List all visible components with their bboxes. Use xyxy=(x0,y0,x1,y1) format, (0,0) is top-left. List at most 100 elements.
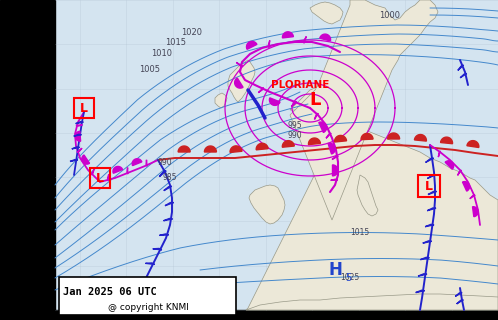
Polygon shape xyxy=(132,159,142,165)
Polygon shape xyxy=(72,147,80,149)
Text: 1015: 1015 xyxy=(351,228,370,237)
Polygon shape xyxy=(418,274,427,276)
Polygon shape xyxy=(458,170,462,175)
Polygon shape xyxy=(460,74,467,78)
Polygon shape xyxy=(159,171,166,177)
Polygon shape xyxy=(230,146,242,152)
Polygon shape xyxy=(215,93,227,108)
Polygon shape xyxy=(445,161,454,169)
Text: 1000: 1000 xyxy=(379,11,400,20)
Polygon shape xyxy=(164,186,172,191)
Polygon shape xyxy=(258,88,263,92)
Text: 1005: 1005 xyxy=(139,65,160,74)
Polygon shape xyxy=(165,203,174,206)
Text: 1010: 1010 xyxy=(151,49,172,58)
Polygon shape xyxy=(423,241,432,243)
Text: 990: 990 xyxy=(158,158,172,167)
Bar xyxy=(418,175,440,197)
Text: H: H xyxy=(328,261,342,279)
Polygon shape xyxy=(268,40,270,48)
Polygon shape xyxy=(146,160,147,166)
Polygon shape xyxy=(387,133,399,139)
Polygon shape xyxy=(314,113,318,119)
Polygon shape xyxy=(328,143,335,154)
Text: PLORIANE: PLORIANE xyxy=(271,80,329,90)
Polygon shape xyxy=(163,219,172,221)
Text: @ copyright KNMI: @ copyright KNMI xyxy=(108,303,188,313)
Polygon shape xyxy=(427,208,436,211)
Polygon shape xyxy=(153,248,162,250)
Polygon shape xyxy=(159,234,169,235)
Polygon shape xyxy=(426,158,434,163)
Polygon shape xyxy=(204,146,217,152)
Bar xyxy=(90,168,110,188)
Text: L: L xyxy=(425,180,433,193)
Text: Jan 2025 06 UTC: Jan 2025 06 UTC xyxy=(63,287,157,297)
Polygon shape xyxy=(70,160,78,162)
Polygon shape xyxy=(138,277,147,279)
Polygon shape xyxy=(246,78,498,310)
Polygon shape xyxy=(282,140,294,147)
Polygon shape xyxy=(74,134,81,136)
Polygon shape xyxy=(416,290,425,292)
Polygon shape xyxy=(331,179,338,180)
Polygon shape xyxy=(357,175,378,216)
Bar xyxy=(74,98,94,118)
Bar xyxy=(0,0,55,320)
Polygon shape xyxy=(441,137,453,144)
Polygon shape xyxy=(77,148,82,152)
Polygon shape xyxy=(361,133,373,140)
Polygon shape xyxy=(256,143,268,150)
Polygon shape xyxy=(228,60,255,102)
Text: 985: 985 xyxy=(163,173,177,182)
Polygon shape xyxy=(178,146,190,152)
Polygon shape xyxy=(246,294,498,310)
Polygon shape xyxy=(247,41,257,49)
Text: L: L xyxy=(80,101,88,115)
Text: 1020: 1020 xyxy=(181,28,203,37)
Polygon shape xyxy=(308,138,320,145)
Polygon shape xyxy=(76,125,83,126)
Polygon shape xyxy=(113,166,123,173)
Polygon shape xyxy=(237,62,243,66)
Text: 990: 990 xyxy=(288,131,302,140)
Polygon shape xyxy=(467,140,479,148)
Polygon shape xyxy=(425,224,434,227)
Polygon shape xyxy=(291,101,296,107)
Polygon shape xyxy=(76,122,83,124)
Text: 1025: 1025 xyxy=(340,273,360,282)
Polygon shape xyxy=(470,195,475,199)
Polygon shape xyxy=(282,32,293,38)
Polygon shape xyxy=(249,185,285,224)
Polygon shape xyxy=(420,257,429,260)
Polygon shape xyxy=(82,155,90,164)
Polygon shape xyxy=(326,133,331,138)
Polygon shape xyxy=(127,168,128,174)
Polygon shape xyxy=(414,134,426,141)
Polygon shape xyxy=(455,292,462,296)
Polygon shape xyxy=(332,156,338,159)
Polygon shape xyxy=(91,169,94,175)
Polygon shape xyxy=(131,292,140,293)
Polygon shape xyxy=(319,122,327,132)
Polygon shape xyxy=(310,2,343,24)
Polygon shape xyxy=(458,65,464,70)
Polygon shape xyxy=(269,98,280,105)
Text: L: L xyxy=(96,172,104,185)
Text: 5: 5 xyxy=(345,273,351,283)
Polygon shape xyxy=(473,207,478,217)
FancyBboxPatch shape xyxy=(59,277,236,315)
Polygon shape xyxy=(320,34,331,41)
Polygon shape xyxy=(457,300,463,304)
Polygon shape xyxy=(428,191,437,195)
Polygon shape xyxy=(438,151,440,157)
Bar xyxy=(0,310,498,320)
Polygon shape xyxy=(304,36,306,43)
Text: 995: 995 xyxy=(288,121,302,130)
Polygon shape xyxy=(145,263,154,264)
Text: 1015: 1015 xyxy=(165,38,186,47)
Text: L: L xyxy=(309,91,321,109)
Polygon shape xyxy=(333,165,338,176)
Polygon shape xyxy=(290,0,438,220)
Bar xyxy=(55,0,498,310)
